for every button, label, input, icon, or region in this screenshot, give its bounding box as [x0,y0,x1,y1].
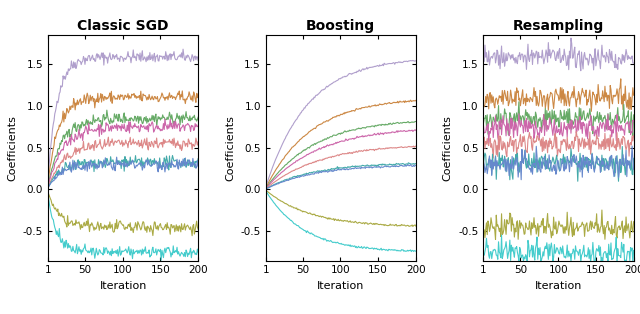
Title: Classic SGD: Classic SGD [77,19,169,33]
Y-axis label: Coefficients: Coefficients [443,115,452,181]
X-axis label: Iteration: Iteration [535,281,582,291]
X-axis label: Iteration: Iteration [99,281,147,291]
X-axis label: Iteration: Iteration [317,281,365,291]
Title: Boosting: Boosting [306,19,376,33]
Y-axis label: Coefficients: Coefficients [225,115,235,181]
Y-axis label: Coefficients: Coefficients [7,115,17,181]
Title: Resampling: Resampling [513,19,604,33]
